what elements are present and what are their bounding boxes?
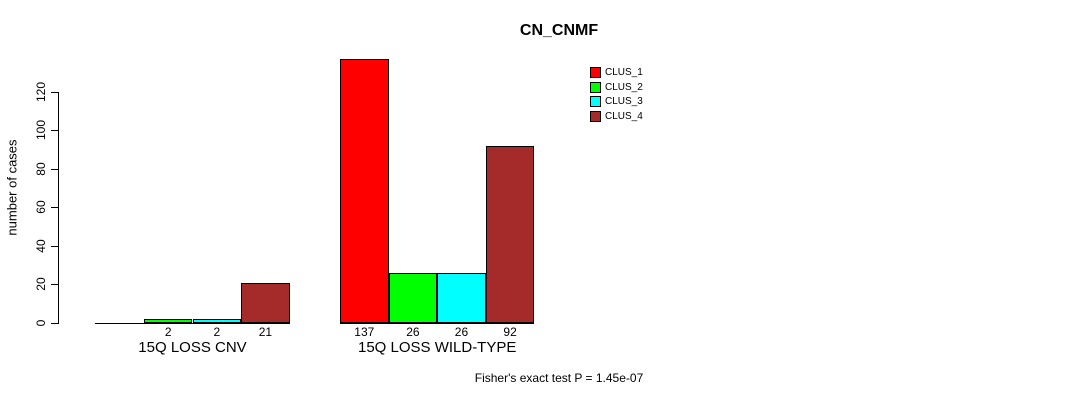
- bar: [192, 319, 242, 323]
- category-label: 15Q LOSS WILD-TYPE: [357, 339, 517, 356]
- y-tick-label: 100: [34, 120, 48, 141]
- bar: [241, 282, 290, 323]
- chart-title: CN_CNMF: [519, 22, 599, 39]
- bar-value-label: 137: [354, 325, 375, 339]
- bar: [388, 272, 438, 323]
- stat-annotation: Fisher's exact test P = 1.45e-07: [474, 371, 644, 385]
- legend-swatch: [590, 110, 601, 122]
- category-label: 15Q LOSS CNV: [138, 339, 247, 356]
- legend-swatch: [590, 96, 601, 108]
- bar-value-label: 2: [164, 325, 172, 339]
- y-tick: [51, 130, 58, 132]
- legend: CLUS_1 CLUS_2 CLUS_3 CLUS_4: [590, 65, 643, 124]
- bar: [143, 319, 193, 323]
- y-tick: [51, 245, 58, 247]
- y-tick-label: 0: [34, 319, 48, 327]
- y-axis-line: [58, 91, 59, 324]
- bar: [437, 272, 486, 323]
- bar-value-label: 21: [258, 325, 273, 339]
- legend-item: CLUS_3: [590, 94, 643, 109]
- bar-value-label: 26: [454, 325, 469, 339]
- y-tick: [51, 91, 58, 93]
- y-tick: [51, 168, 58, 170]
- y-tick-label: 80: [34, 162, 48, 176]
- bar: [485, 145, 535, 323]
- y-tick-label: 40: [34, 239, 48, 253]
- y-tick-label: 60: [34, 200, 48, 215]
- bar-value-label: 26: [406, 325, 420, 339]
- legend-item: CLUS_2: [590, 80, 643, 95]
- y-tick-label: 120: [34, 81, 48, 102]
- y-tick: [51, 323, 58, 324]
- bar: [340, 58, 389, 323]
- y-tick: [51, 207, 58, 209]
- bar-value-label: 92: [503, 325, 517, 339]
- legend-label: CLUS_3: [605, 96, 643, 108]
- bar-value-label: 2: [213, 325, 221, 339]
- legend-label: CLUS_4: [605, 110, 643, 122]
- legend-label: CLUS_1: [605, 66, 643, 78]
- x-baseline: [340, 323, 535, 324]
- legend-item: CLUS_1: [590, 65, 643, 80]
- legend-item: CLUS_4: [590, 109, 643, 124]
- y-tick: [51, 284, 58, 286]
- legend-label: CLUS_2: [605, 81, 643, 93]
- x-baseline: [95, 323, 290, 324]
- legend-swatch: [590, 66, 601, 78]
- y-tick-label: 20: [34, 277, 48, 292]
- legend-swatch: [590, 81, 601, 93]
